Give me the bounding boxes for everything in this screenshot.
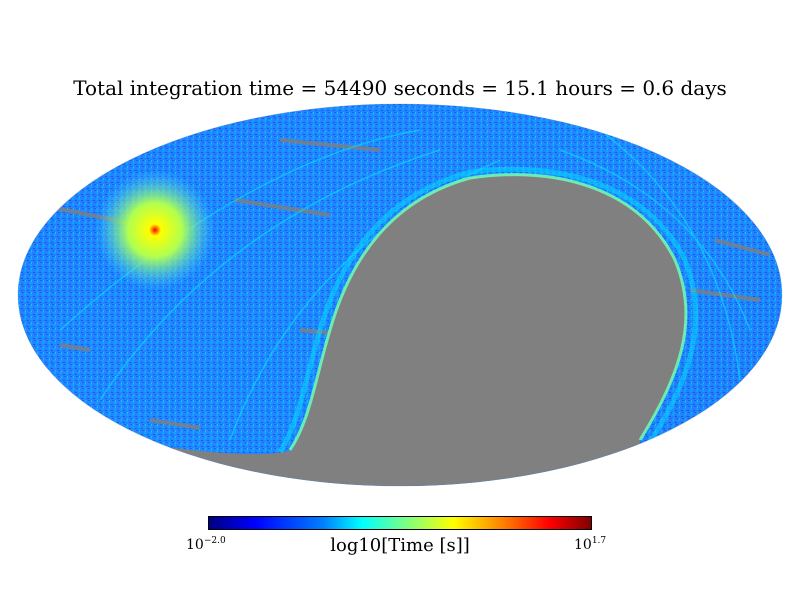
colorbar-min-label: 10−2.0: [186, 536, 226, 553]
colorbar: [208, 516, 592, 530]
colorbar-max-label: 101.7: [574, 536, 607, 553]
exposure-hotspot: [95, 170, 215, 290]
map-title: Total integration time = 54490 seconds =…: [73, 76, 727, 100]
unobserved-region: [120, 174, 686, 486]
colorbar-title: log10[Time [s]]: [330, 535, 470, 556]
